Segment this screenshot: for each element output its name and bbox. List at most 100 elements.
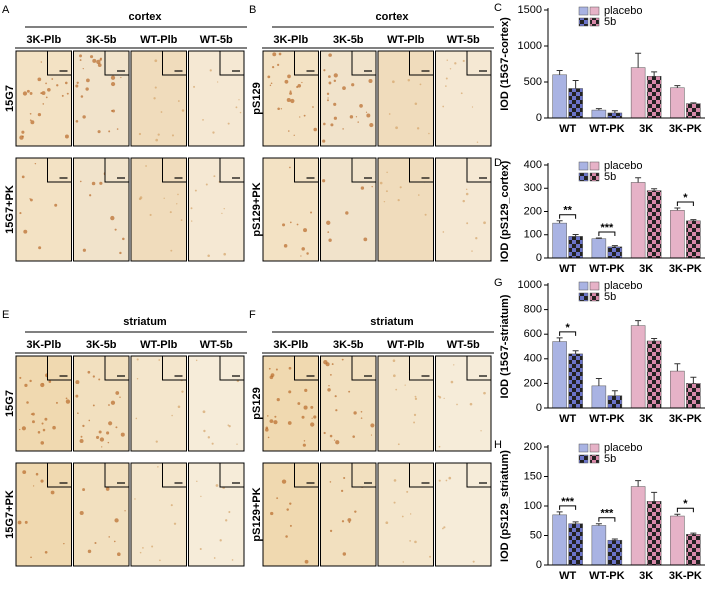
stain-dot	[392, 359, 396, 362]
stain-dot	[445, 479, 448, 482]
stain-dot	[379, 181, 383, 185]
stain-dot	[51, 78, 54, 80]
y-tick-label: 0	[536, 559, 542, 571]
stain-dot	[37, 77, 42, 82]
stain-dot	[334, 395, 337, 398]
stain-dot	[105, 487, 110, 491]
x-tick-label: WT	[559, 263, 576, 275]
error-bar	[611, 538, 618, 541]
stain-dot	[108, 404, 110, 406]
stain-dot	[195, 359, 198, 362]
x-tick-label: 3K-PK	[669, 123, 702, 135]
bar	[646, 340, 662, 409]
bar	[686, 220, 701, 259]
stain-dot	[21, 426, 26, 431]
stain-dot	[33, 485, 35, 487]
column-label: WT-5b	[200, 34, 233, 46]
row-label: pS129+PK	[251, 182, 263, 236]
stain-dot	[388, 113, 391, 115]
significance-label: *	[683, 192, 688, 204]
stain-dot	[286, 97, 291, 103]
panel-letter: G	[494, 277, 503, 289]
stain-dot	[91, 181, 96, 186]
stain-dot	[469, 402, 473, 406]
stain-dot	[341, 358, 344, 361]
x-tick-label: WT	[559, 570, 576, 582]
stain-dot	[99, 58, 102, 61]
stain-dot	[276, 397, 280, 402]
panel-title: striatum	[370, 316, 414, 328]
micrograph	[435, 157, 492, 262]
stain-dot	[157, 133, 160, 136]
y-tick-label: 500	[524, 76, 542, 88]
axes	[547, 163, 705, 259]
stain-dot	[37, 431, 41, 434]
stain-dot	[413, 421, 416, 424]
stain-dot	[397, 199, 400, 202]
stain-dot	[475, 237, 478, 240]
bar	[607, 539, 623, 566]
x-tick-label: WT-PK	[589, 263, 624, 275]
row-label: 15G7	[4, 390, 16, 417]
stain-dot	[89, 194, 92, 197]
error-bar	[572, 80, 579, 89]
stain-dot	[462, 199, 465, 203]
stain-dot	[30, 120, 35, 125]
bar	[646, 501, 662, 566]
stain-dot	[86, 78, 90, 83]
row-label: 15G7+PK	[4, 185, 16, 234]
stain-dot	[92, 404, 95, 407]
x-tick-label: 3K	[639, 263, 653, 275]
y-tick-label: 600	[524, 328, 542, 340]
stain-dot	[64, 81, 68, 85]
stain-dot	[438, 396, 442, 399]
bar	[591, 525, 607, 566]
stain-dot	[329, 529, 333, 533]
stain-dot	[169, 211, 172, 214]
significance-bracket	[559, 331, 577, 336]
stain-dot	[445, 77, 448, 80]
stain-dot	[302, 443, 306, 447]
stain-dot	[483, 221, 486, 225]
row-label: pS129	[251, 387, 263, 419]
stain-dot	[138, 132, 142, 136]
stain-dot	[450, 380, 454, 384]
stain-dot	[429, 555, 432, 558]
error-bar	[595, 377, 602, 386]
stain-dot	[89, 55, 94, 59]
stain-dot	[196, 480, 198, 483]
stain-dot	[269, 419, 274, 424]
stain-dot	[371, 185, 373, 188]
y-tick-label: 0	[536, 252, 542, 264]
stain-dot	[223, 252, 226, 256]
x-tick-label: 3K-PK	[669, 570, 702, 582]
stain-dot	[40, 382, 45, 388]
stain-dot	[413, 413, 417, 417]
stain-dot	[22, 470, 27, 475]
micrograph	[188, 355, 245, 452]
x-tick-label: 3K	[639, 570, 653, 582]
stain-dot	[424, 213, 427, 216]
stain-dot	[227, 424, 230, 426]
stain-dot	[227, 122, 230, 125]
stain-dot	[456, 403, 458, 406]
bar	[568, 236, 583, 259]
stain-dot	[466, 222, 469, 225]
stain-dot	[139, 196, 143, 199]
stain-dot	[446, 59, 448, 62]
stain-dot	[304, 388, 308, 393]
stain-dot	[323, 122, 326, 126]
stain-dot	[35, 472, 39, 476]
bar	[670, 370, 685, 409]
legend-label: placebo	[604, 160, 643, 172]
panel-letter: F	[249, 309, 256, 321]
stain-dot	[223, 207, 225, 210]
bar	[686, 534, 701, 566]
y-tick-label: 400	[524, 159, 542, 171]
stain-dot	[239, 111, 242, 114]
stain-dot	[267, 75, 271, 79]
stain-dot	[310, 405, 314, 409]
stain-dot	[273, 420, 278, 425]
stain-dot	[87, 370, 91, 374]
stain-dot	[177, 405, 181, 409]
